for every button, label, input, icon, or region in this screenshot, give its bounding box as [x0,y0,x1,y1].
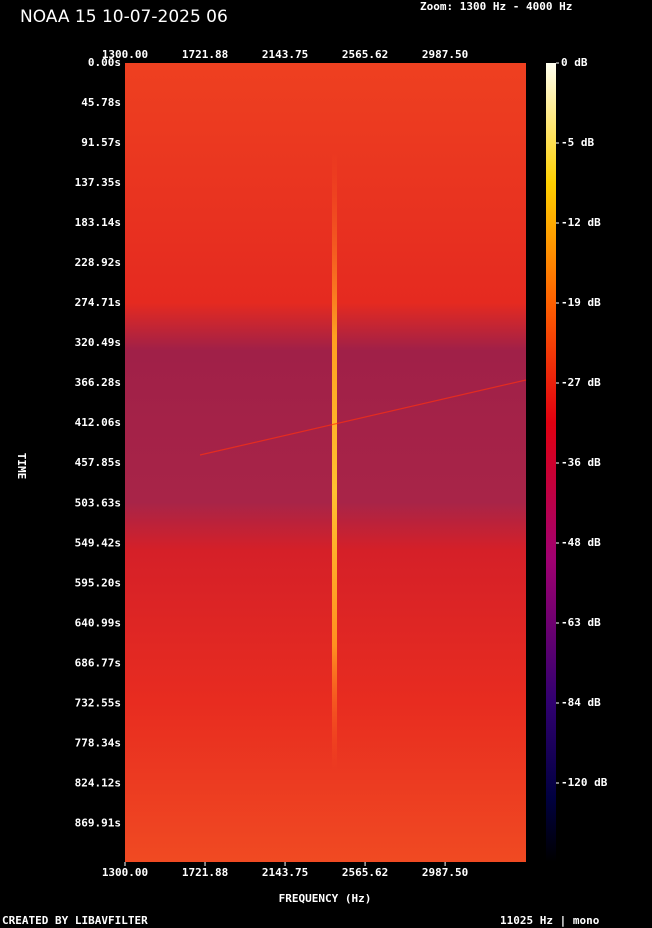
x-tick-label-top: 1721.88 [182,48,228,61]
colorbar-tick-label: -120 dB [561,776,608,789]
x-tick-label-top: 2565.62 [342,48,388,61]
spectrogram-background [125,63,526,862]
x-tick-label: 1721.88 [182,866,228,879]
y-tick-label: 778.34s [75,736,121,749]
footer-right: 11025 Hz | mono [500,914,600,927]
y-tick-label: 640.99s [75,616,121,629]
colorbar [546,63,556,862]
y-tick-label: 320.49s [75,336,121,349]
colorbar-tick-label: 0 dB [561,56,588,69]
y-tick-label: 732.55s [75,696,121,709]
y-tick-label: 0.00s [88,56,121,69]
doppler-trace [199,379,527,456]
y-tick-label: 45.78s [81,96,121,109]
colorbar-tick-label: -48 dB [561,536,601,549]
y-tick-label: 412.06s [75,416,121,429]
signal-trace [332,150,337,770]
y-tick-label: 824.12s [75,776,121,789]
y-tick-label: 595.20s [75,576,121,589]
y-tick-label: 686.77s [75,656,121,669]
y-axis-label: TIME [15,453,28,480]
subtitle: Zoom: 1300 Hz - 4000 Hz [420,0,572,13]
y-tick-label: 869.91s [75,816,121,829]
x-tick-label-top: 1300.00 [102,48,148,61]
x-tick-label: 2143.75 [262,866,308,879]
footer-left: CREATED BY LIBAVFILTER [2,914,148,927]
y-tick-label: 274.71s [75,296,121,309]
colorbar-tick-label: -5 dB [561,136,594,149]
x-tick-label: 2987.50 [422,866,468,879]
colorbar-tick-label: -36 dB [561,456,601,469]
y-tick-label: 228.92s [75,256,121,269]
x-tick-label: 2565.62 [342,866,388,879]
spectrogram [125,63,527,862]
x-axis-label: FREQUENCY (Hz) [279,892,372,905]
y-tick-label: 457.85s [75,456,121,469]
y-tick-label: 183.14s [75,216,121,229]
y-tick-label: 366.28s [75,376,121,389]
y-tick-label: 91.57s [81,136,121,149]
colorbar-tick-label: -12 dB [561,216,601,229]
y-tick-label: 503.63s [75,496,121,509]
colorbar-tick-label: -27 dB [561,376,601,389]
colorbar-tick-label: -19 dB [561,296,601,309]
chart-title: NOAA 15 10-07-2025 06 [20,7,228,27]
x-tick-label: 1300.00 [102,866,148,879]
y-tick-label: 137.35s [75,176,121,189]
colorbar-tick-label: -63 dB [561,616,601,629]
y-tick-label: 549.42s [75,536,121,549]
x-tick-label-top: 2987.50 [422,48,468,61]
colorbar-tick-label: -84 dB [561,696,601,709]
x-tick-label-top: 2143.75 [262,48,308,61]
